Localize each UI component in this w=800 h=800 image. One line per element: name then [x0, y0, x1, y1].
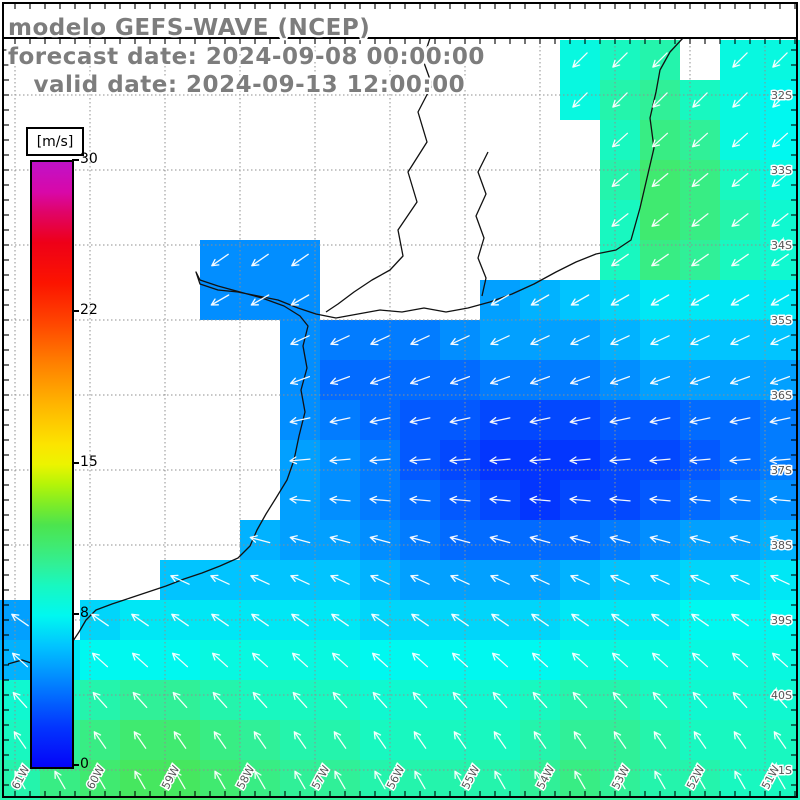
river-line	[475, 151, 489, 297]
lat-label: 41S	[771, 764, 792, 777]
coastline	[7, 37, 684, 665]
colorbar-tick-label: 22	[80, 302, 98, 319]
lat-label: 38S	[771, 539, 792, 552]
colorbar-tick-mark	[72, 461, 79, 464]
river-line	[325, 37, 433, 313]
lat-label: 34S	[771, 239, 792, 252]
wind-arrows	[11, 52, 791, 790]
valid-date-line: valid date: 2024-09-13 12:00:00	[8, 72, 466, 98]
colorbar-tick-mark	[72, 764, 79, 766]
lat-label: 39S	[771, 614, 792, 627]
lat-label: 35S	[771, 314, 792, 327]
wave-field-layer	[0, 40, 800, 800]
colorbar-tick-mark	[72, 159, 79, 161]
lat-label: 36S	[771, 389, 792, 402]
colorbar-tick-mark	[72, 612, 79, 615]
colorbar-tick-mark	[72, 310, 79, 313]
colorbar-tick-label: 8	[80, 604, 89, 621]
grid-layer	[3, 38, 797, 797]
model-title: modelo GEFS-WAVE (NCEP)	[8, 15, 371, 41]
colorbar-tick-label: 30	[80, 151, 98, 167]
colorbar-unit-label: [m/s]	[26, 127, 84, 156]
lat-label: 37S	[771, 464, 792, 477]
forecast-date-line: forecast date: 2024-09-08 00:00:00	[8, 44, 485, 70]
colorbar-tick-label: 0	[80, 756, 89, 772]
lat-label: 33S	[771, 164, 792, 177]
coastline-layer	[7, 37, 684, 665]
colorbar-tick-label: 15	[80, 453, 98, 470]
wind-vector-layer	[11, 52, 791, 790]
lat-label: 40S	[771, 689, 792, 702]
lat-label: 32S	[771, 89, 792, 102]
colorbar-gradient	[30, 160, 74, 769]
